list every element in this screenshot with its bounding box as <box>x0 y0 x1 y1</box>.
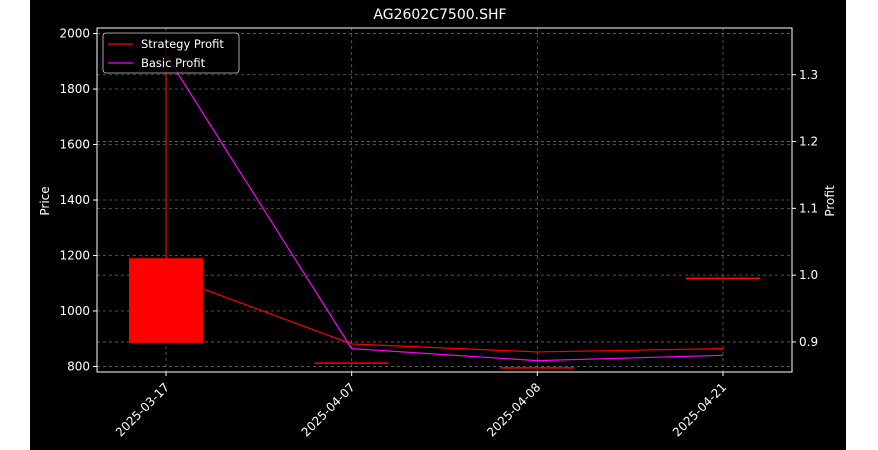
y-tick-label: 2000 <box>59 27 90 41</box>
series-line-basic-profit <box>165 54 724 362</box>
y-tick-label: 1400 <box>59 193 90 207</box>
y-tick-label: 1600 <box>59 138 90 152</box>
y-axis-right-label: Profit <box>823 185 837 217</box>
y-tick-label: 800 <box>67 359 90 373</box>
y-axis-label: Price <box>38 186 52 215</box>
y-tick-label: 1000 <box>59 304 90 318</box>
x-tick-label: 2025-04-08 <box>484 380 543 439</box>
x-tick-label: 2025-04-21 <box>670 380 729 439</box>
legend-label: Strategy Profit <box>141 37 224 51</box>
x-tick-label: 2025-03-17 <box>113 380 172 439</box>
y-right-tick-label: 1.0 <box>799 268 818 282</box>
y-right-tick-label: 1.1 <box>799 201 818 215</box>
candles <box>129 33 760 369</box>
chart-title: AG2602C7500.SHF <box>373 7 506 23</box>
candle-body <box>129 258 203 343</box>
y-right-tick-label: 1.2 <box>799 135 818 149</box>
y-tick-label: 1200 <box>59 248 90 262</box>
legend-box <box>102 32 240 74</box>
legend: Strategy Profit Basic Profit <box>102 32 240 74</box>
right-axis-ticks: 0.9 1.0 1.1 1.2 1.3 <box>792 68 818 349</box>
left-axis-ticks: 800 1000 1200 1400 1600 1800 2000 <box>59 27 97 373</box>
series-line-strategy-profit <box>165 274 724 353</box>
y-right-tick-label: 1.3 <box>799 68 818 82</box>
x-axis-ticks: 2025-03-17 2025-04-07 2025-04-08 2025-04-21 <box>113 372 729 439</box>
profit-lines <box>165 54 724 362</box>
legend-label: Basic Profit <box>141 56 206 70</box>
y-tick-label: 1800 <box>59 82 90 96</box>
x-tick-label: 2025-04-07 <box>299 380 358 439</box>
y-right-tick-label: 0.9 <box>799 335 818 349</box>
